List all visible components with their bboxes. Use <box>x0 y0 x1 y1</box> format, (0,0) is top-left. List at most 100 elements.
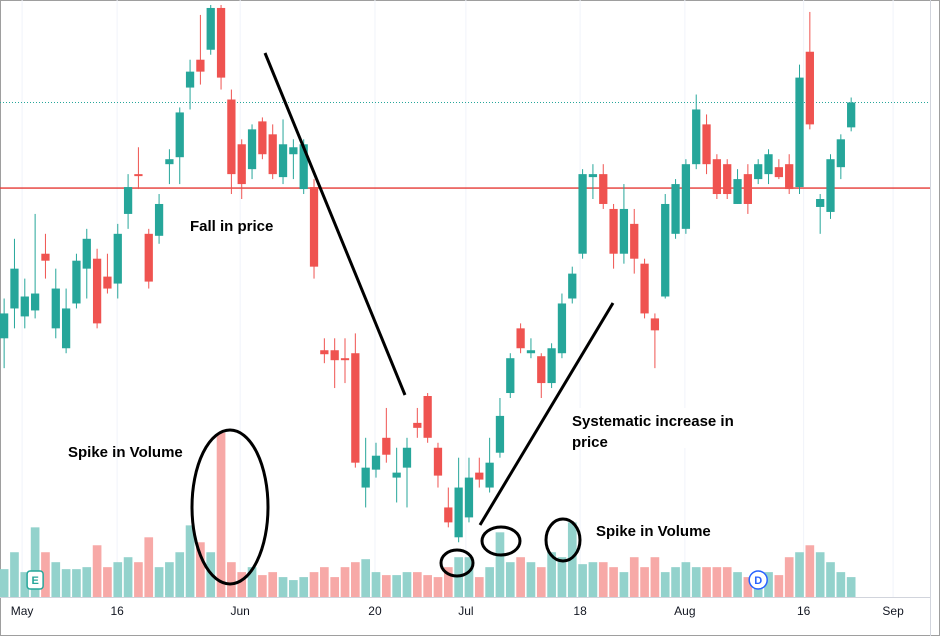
candle-body <box>144 233 153 282</box>
candle-body <box>10 268 19 309</box>
volume-bar <box>113 562 123 597</box>
volume-bar <box>743 577 753 597</box>
candle-body <box>258 121 267 155</box>
volume-bar <box>216 432 226 597</box>
candle-body <box>154 203 164 236</box>
candle-body <box>51 288 60 329</box>
volume-bar <box>82 567 92 597</box>
candle-body <box>568 273 577 299</box>
candle-body <box>805 51 814 125</box>
candle-body <box>702 124 711 165</box>
x-tick-label: 16 <box>110 604 124 618</box>
candle-body <box>134 174 143 177</box>
volume-bar <box>815 552 825 597</box>
x-tick-label: Jul <box>458 604 473 618</box>
candle-body <box>351 353 360 463</box>
candle-body <box>309 187 319 267</box>
candle-body <box>278 144 288 178</box>
candle-body <box>764 154 773 175</box>
highlight-ellipse <box>480 525 522 557</box>
trend-line <box>478 302 615 526</box>
candle-body <box>547 348 556 384</box>
candle-body <box>650 318 660 331</box>
candle-body <box>92 258 102 324</box>
candle-body <box>836 139 845 168</box>
candle-body <box>795 77 804 188</box>
candle-body <box>537 356 546 384</box>
candle-body <box>692 109 701 165</box>
volume-bar <box>526 562 536 597</box>
trend-line <box>263 52 407 396</box>
volume-bar <box>557 557 567 597</box>
volume-bar <box>51 562 61 597</box>
candle-body <box>506 358 515 394</box>
volume-bar <box>784 557 794 597</box>
volume-bar <box>691 567 701 597</box>
x-tick-label: 18 <box>573 604 587 618</box>
x-tick-label: May <box>11 604 34 618</box>
volume-bar <box>402 572 412 597</box>
candle-body <box>557 303 567 354</box>
volume-bar <box>196 542 205 597</box>
volume-bar <box>495 532 505 597</box>
event-label: E <box>31 575 38 587</box>
candle-body <box>733 179 742 204</box>
x-tick-label: 20 <box>368 604 382 618</box>
candle-body <box>433 447 443 476</box>
volume-bar <box>61 569 71 597</box>
volume-bar <box>237 572 247 597</box>
candle-body <box>185 71 195 88</box>
volume-bar <box>92 545 102 597</box>
candle-body <box>206 7 215 50</box>
candle-body <box>299 144 308 190</box>
candle-body <box>165 159 174 165</box>
volume-bar <box>505 562 515 597</box>
candle-body <box>268 134 277 175</box>
volume-bar <box>175 552 185 597</box>
candle-body <box>826 159 835 212</box>
volume-bar <box>536 567 546 597</box>
annotation: Spike in Volume <box>68 444 183 461</box>
volume-bar <box>443 567 453 597</box>
volume-bar <box>41 552 50 597</box>
candle-body <box>847 102 856 128</box>
volume-bar <box>227 562 236 597</box>
candle-body <box>30 293 40 311</box>
candle-body <box>20 296 29 317</box>
volume-bar <box>650 557 660 597</box>
candle-body <box>526 350 536 354</box>
candle-body <box>0 313 9 339</box>
volume-bar <box>826 562 835 597</box>
candle-body <box>216 7 226 78</box>
volume-bar <box>702 567 711 597</box>
volume-bar <box>154 567 164 597</box>
event-icon <box>26 570 44 590</box>
candle-body <box>402 447 412 468</box>
volume-bar <box>805 545 815 597</box>
volume-bar <box>764 572 773 597</box>
candle-body <box>320 350 329 355</box>
candle-body <box>123 187 133 214</box>
volume-bar <box>640 567 649 597</box>
candle-body <box>495 415 505 453</box>
candle-body <box>640 263 649 314</box>
candle-body <box>196 59 205 72</box>
volume-bar <box>423 575 432 597</box>
volume-bar <box>712 567 722 597</box>
candle-body <box>361 467 370 488</box>
candle-body <box>82 238 91 269</box>
candle-body <box>413 422 422 428</box>
candle-body <box>289 147 298 155</box>
volume-bar <box>320 567 329 597</box>
volume-bar <box>247 567 257 597</box>
volume-bar <box>671 567 680 597</box>
candle-body <box>609 208 618 254</box>
candle-body <box>444 507 453 523</box>
annotation-box <box>568 408 758 448</box>
volume-bar <box>629 557 639 597</box>
volume-bar <box>134 562 143 597</box>
volume-bar <box>485 567 494 597</box>
x-tick-label: Jun <box>230 604 249 618</box>
volume-bar <box>464 557 474 597</box>
candle-body <box>754 164 763 180</box>
